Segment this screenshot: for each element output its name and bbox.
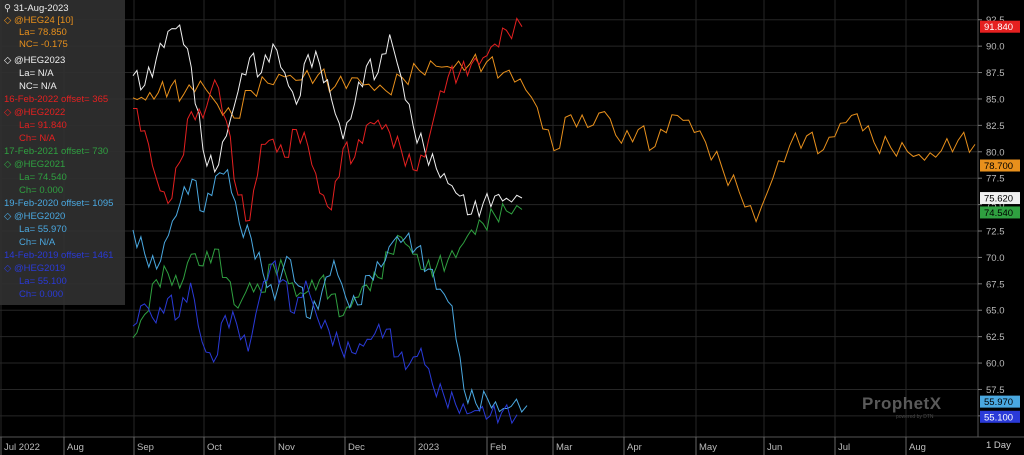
legend-series-name: @HEG2022: [13, 107, 66, 118]
series-line: [132, 259, 518, 425]
legend-series-name: @HEG2023: [13, 55, 66, 66]
legend-value: Ch= 0.000: [19, 185, 64, 196]
legend-entry-heg2019[interactable]: ◇ @HEG2019: [4, 263, 65, 275]
header-date: 31-Aug-2023: [13, 3, 69, 14]
legend-value: La= N/A: [19, 68, 54, 79]
legend-series-name: @HEG2019: [13, 263, 66, 274]
y-tick-label: 77.5: [986, 174, 1005, 185]
legend-value: La= 78.850: [19, 27, 67, 38]
last-value-badge-label: 74.540: [984, 208, 1013, 219]
series-line: [133, 17, 523, 222]
y-tick-label: 72.5: [986, 227, 1005, 238]
x-tick-label: Mar: [556, 442, 572, 453]
y-tick-label: 82.5: [986, 121, 1005, 132]
legend-offset: 17-Feb-2021 offset= 730: [4, 146, 109, 157]
legend-value: NC= N/A: [19, 81, 57, 92]
legend-value: Ch= N/A: [19, 237, 56, 248]
y-tick-label: 57.5: [986, 385, 1005, 396]
x-tick-label: Feb: [490, 442, 506, 453]
x-axis[interactable]: Jul 2022 Aug Sep Oct Nov Dec 2023 Feb Mar Apr May J…: [0, 436, 1024, 455]
legend-entry-heg24[interactable]: ◇ @HEG24 [10]: [4, 15, 73, 27]
last-value-badge-label: 75.620: [984, 194, 1013, 205]
legend-series-name: @HEG24 [10]: [13, 15, 74, 26]
x-tick-label: Oct: [207, 442, 222, 453]
period-selector[interactable]: 1 Day: [986, 440, 1011, 451]
diamond-icon: ◇: [4, 107, 12, 118]
x-tick-label: Aug: [67, 442, 84, 453]
diamond-icon: ◇: [4, 263, 12, 274]
legend-offset: 19-Feb-2020 offset= 1095: [4, 198, 114, 209]
legend-entry-heg2023[interactable]: ◇ @HEG2023: [4, 55, 65, 67]
last-value-badge: [980, 159, 1020, 172]
x-tick-label: Nov: [278, 442, 295, 453]
x-tick-label: Aug: [909, 442, 926, 453]
y-tick-label: 80.0: [986, 147, 1005, 158]
x-tick-label: Jul 2022: [4, 442, 40, 453]
legend-value: NC= -0.175: [19, 39, 68, 50]
legend-value: Ch= 0.000: [19, 289, 64, 300]
last-value-badges: 91.840 78.700 75.620 74.540 55.970 55.100: [980, 20, 1020, 423]
legend-value: La= 55.100: [19, 276, 67, 287]
last-value-badge-label: 55.970: [984, 397, 1013, 408]
x-tick-label: Apr: [627, 442, 642, 453]
legend-offset: 16-Feb-2022 offset= 365: [4, 94, 109, 105]
y-tick-label: 75.0: [986, 200, 1005, 211]
last-value-badge: [980, 206, 1020, 219]
legend-offset: 14-Feb-2019 offset= 1461: [4, 250, 114, 261]
series-line: [132, 202, 523, 339]
y-tick-label: 67.5: [986, 279, 1005, 290]
series-line: [132, 52, 976, 223]
legend-value: La= 74.540: [19, 172, 67, 183]
legend-entry-heg2021[interactable]: ◇ @HEG2021: [4, 159, 65, 171]
last-value-badge: [980, 395, 1020, 408]
prophetx-logo-sub: powered by DTN: [896, 414, 934, 420]
last-value-badge-label: 55.100: [984, 412, 1013, 423]
legend-entry-heg2020[interactable]: ◇ @HEG2020: [4, 211, 65, 223]
legend-value: La= 55.970: [19, 224, 67, 235]
x-tick-label: May: [699, 442, 717, 453]
y-tick-label: 60.0: [986, 359, 1005, 370]
last-value-badge-label: 78.700: [984, 161, 1013, 172]
y-tick-label: 90.0: [986, 42, 1005, 53]
legend-series-name: @HEG2021: [13, 159, 66, 170]
series-line: [132, 23, 523, 219]
last-value-badge-label: 91.840: [984, 22, 1013, 33]
series-line: [132, 168, 528, 413]
last-value-badge: [980, 192, 1020, 205]
x-tick-label: Dec: [348, 442, 365, 453]
x-tick-label: Jun: [767, 442, 782, 453]
y-tick-label: 87.5: [986, 68, 1005, 79]
last-value-badge: [980, 410, 1020, 423]
last-value-badge: [980, 20, 1020, 33]
x-tick-label: Jul: [838, 442, 850, 453]
x-tick-label: 2023: [418, 442, 439, 453]
y-tick-label: 62.5: [986, 332, 1005, 343]
legend-panel: ⚲ 31-Aug-2023 ◇ @HEG24 [10] La= 78.850 N…: [0, 0, 125, 305]
series-layer: [132, 17, 976, 425]
y-tick-label: 70.0: [986, 253, 1005, 264]
y-tick-label: 85.0: [986, 94, 1005, 105]
prophetx-logo: ProphetX: [862, 394, 942, 413]
legend-series-name: @HEG2020: [13, 211, 66, 222]
x-tick-label: Sep: [137, 442, 154, 453]
y-tick-label: 65.0: [986, 306, 1005, 317]
magnifier-icon[interactable]: ⚲: [4, 3, 11, 14]
legend-header: ⚲ 31-Aug-2023: [4, 3, 69, 15]
diamond-icon: ◇: [4, 211, 12, 222]
diamond-icon: ◇: [4, 159, 12, 170]
diamond-icon: ◇: [4, 55, 12, 66]
legend-value: La= 91.840: [19, 120, 67, 131]
legend-entry-heg2022[interactable]: ◇ @HEG2022: [4, 107, 65, 119]
diamond-icon: ◇: [4, 15, 12, 26]
legend-value: Ch= N/A: [19, 133, 56, 144]
